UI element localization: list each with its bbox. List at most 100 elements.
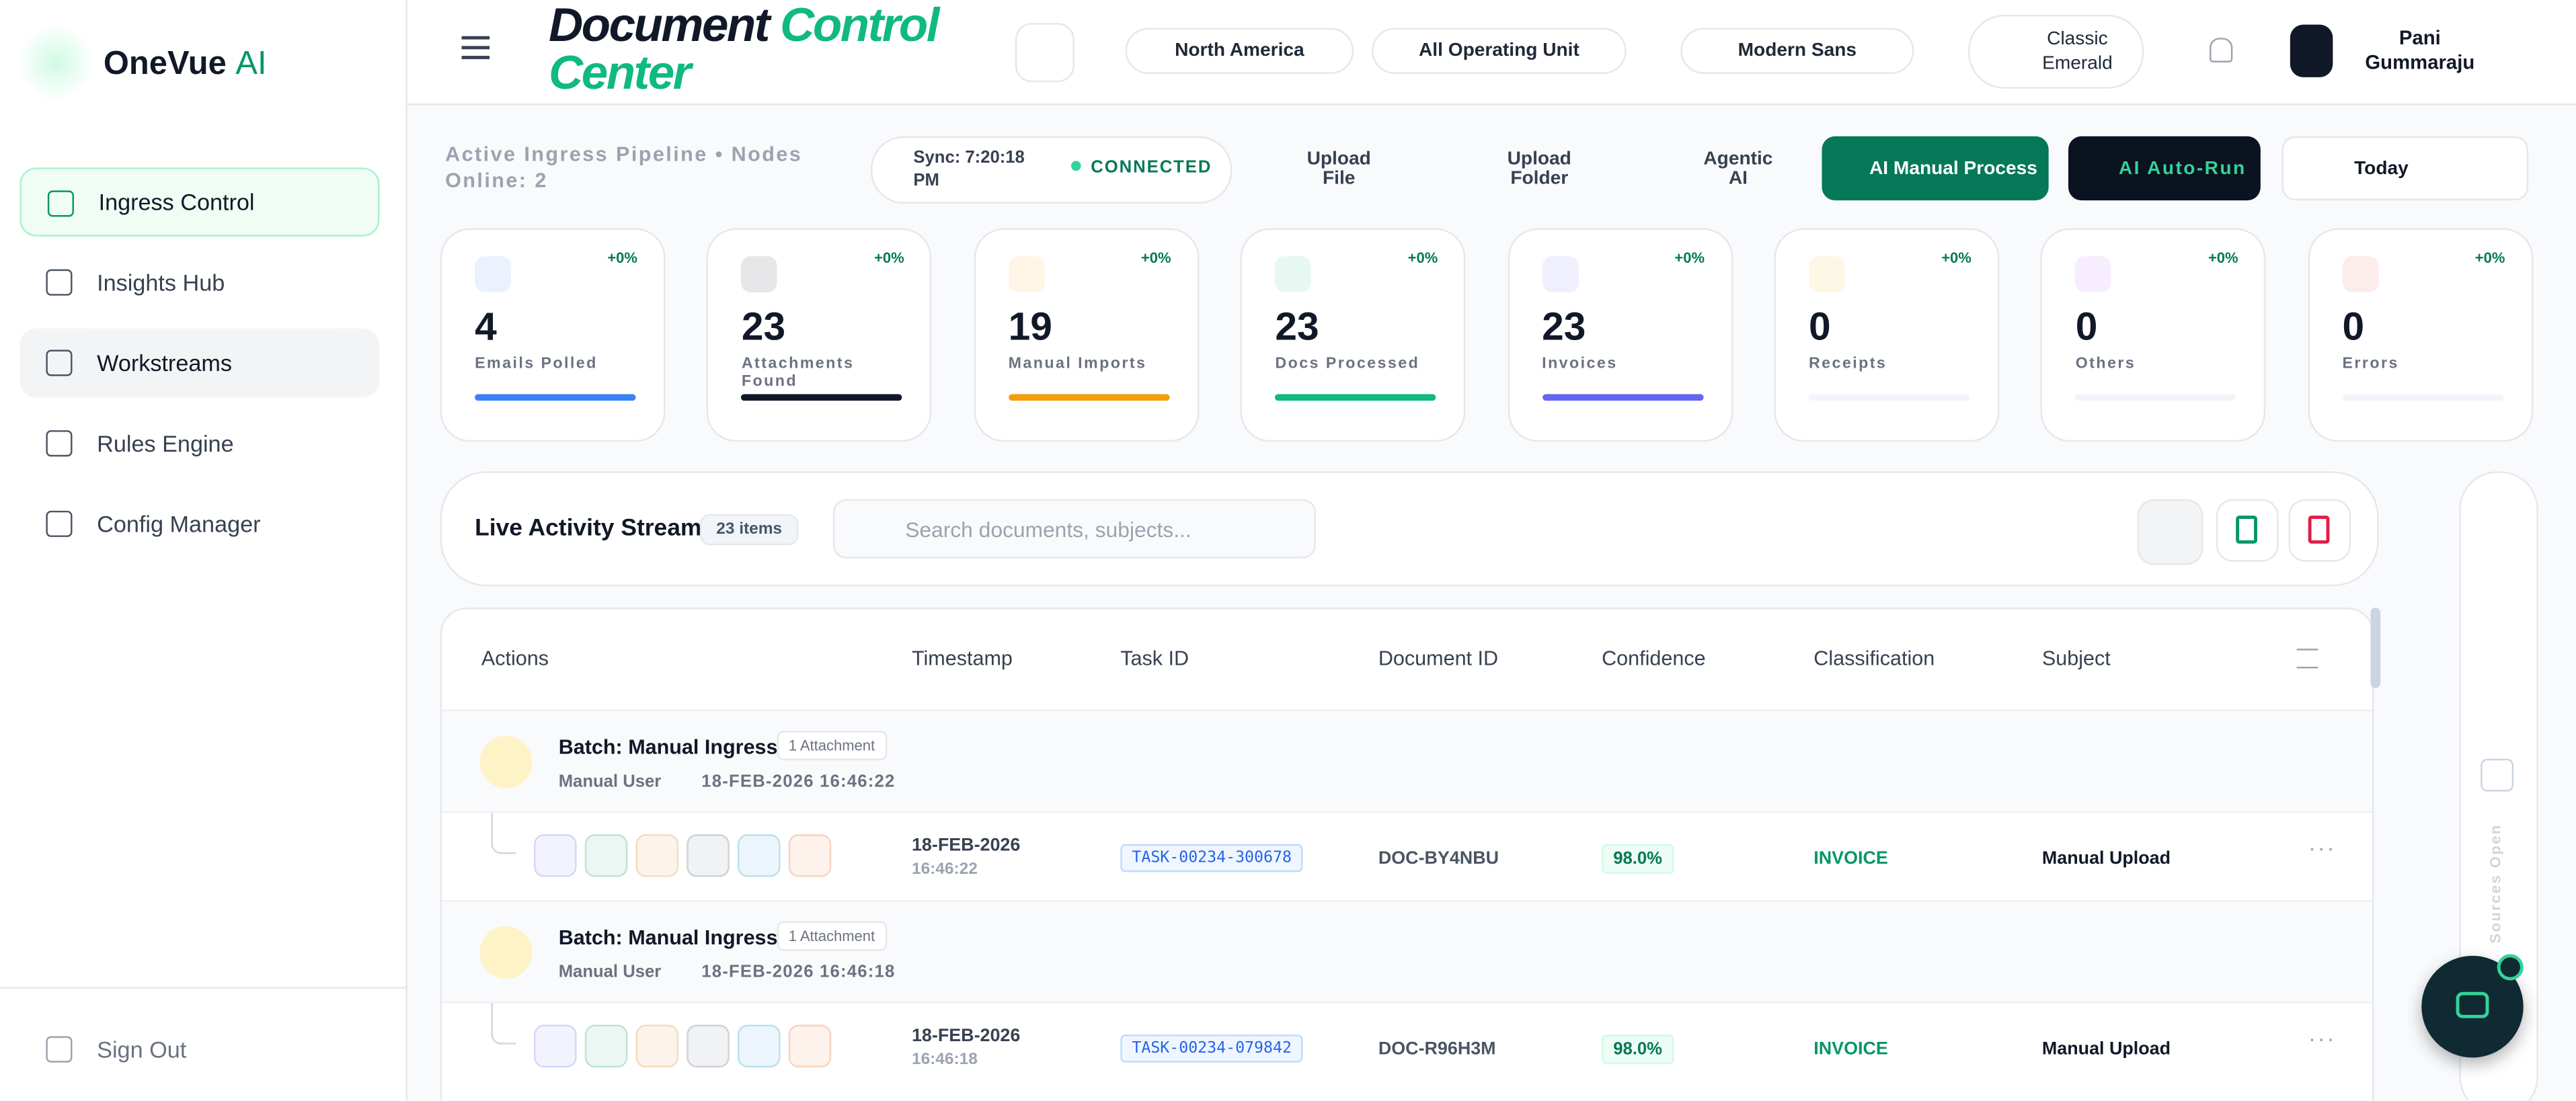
font-select[interactable]: Modern Sans (1680, 28, 1914, 74)
stat-card: +0% 0 Errors (2308, 228, 2533, 442)
column-header: Task ID (1120, 647, 1189, 670)
row-action[interactable] (635, 1024, 679, 1068)
stat-card: +0% 19 Manual Imports (974, 228, 1200, 442)
stat-label: Receipts (1808, 354, 1887, 373)
stat-label: Docs Processed (1275, 354, 1420, 373)
stat-value: 23 (741, 305, 786, 350)
row-action[interactable] (534, 1024, 577, 1068)
row-action[interactable] (788, 1024, 832, 1068)
column-settings[interactable] (2296, 649, 2318, 669)
table: Actions Timestamp Task ID Document ID Confid… (440, 607, 2374, 1100)
nav-item[interactable]: Rules Engine (19, 409, 379, 478)
stat-value: 0 (2075, 305, 2098, 350)
nav-item[interactable]: Ingress Control (19, 167, 380, 237)
column-header: Confidence (1602, 647, 1706, 670)
stat-value: 0 (1808, 305, 1831, 350)
stat-bar (741, 394, 903, 401)
stat-trend: +0% (607, 249, 637, 266)
tree-line (491, 813, 516, 854)
stat-trend: +0% (1941, 249, 1972, 266)
stat-card: +0% 23 Docs Processed (1241, 228, 1466, 442)
upload-folder[interactable]: Upload Folder (1507, 149, 1571, 188)
ai-manual[interactable]: AI Manual Process (1822, 136, 2049, 201)
refresh[interactable] (2137, 499, 2203, 565)
nav-label: Workstreams (97, 350, 232, 376)
region-select[interactable]: North America (1125, 28, 1354, 74)
stat-label: Attachments Found (741, 354, 855, 391)
column-header: Timestamp (911, 647, 1013, 670)
task-id[interactable]: TASK-00234-300678 (1120, 844, 1304, 872)
assistant[interactable] (2421, 954, 2524, 1058)
ai-auto-run[interactable]: AI Auto-Run (2068, 136, 2261, 201)
activity-title: Live Activity Stream (475, 516, 702, 542)
row-time: 16:46:18 (911, 1051, 978, 1069)
row-action[interactable] (635, 834, 679, 877)
search-input[interactable]: Search documents, subjects... (832, 499, 1317, 559)
nav-item[interactable]: Workstreams (19, 328, 380, 398)
row-action[interactable] (687, 834, 730, 877)
tree-line (491, 1003, 516, 1045)
stat-card: +0% 0 Receipts (1774, 228, 2000, 442)
stat-value: 4 (475, 305, 497, 350)
document-id: DOC-R96H3M (1378, 1039, 1496, 1059)
task-row: 18-FEB-2026 16:46:22 TASK-00234-300678 DOC-… (442, 811, 2372, 902)
title-accent: Control Center (549, 0, 939, 101)
stat-bar-fill (741, 394, 903, 401)
row-action[interactable] (737, 1024, 781, 1068)
stat-icon (475, 256, 511, 292)
stat-card: +0% 4 Emails Polled (440, 228, 666, 442)
brand: OneVue AI (104, 46, 267, 83)
row-action[interactable] (584, 1024, 628, 1068)
batch-icon (479, 735, 533, 788)
row-action[interactable] (687, 1024, 730, 1068)
brand-name: OneVue (103, 46, 227, 83)
export-excel[interactable] (2216, 499, 2279, 562)
pipeline-status: Active Ingress Pipeline • Nodes Online: … (445, 142, 803, 192)
row-action[interactable] (788, 834, 832, 877)
stat-trend: +0% (1140, 249, 1171, 266)
title: Document (549, 0, 770, 53)
top-bar: Document Control Center North America Al… (407, 0, 2576, 106)
scrollbar (2370, 607, 2381, 688)
logo (16, 23, 95, 102)
row-menu[interactable]: ··· (2308, 834, 2337, 861)
classification: INVOICE (1813, 1039, 1888, 1059)
user-name[interactable]: Pani Gummaraju (2365, 26, 2475, 74)
menu[interactable] (461, 36, 490, 40)
batch-user: Manual User (558, 962, 662, 983)
row-menu[interactable]: ··· (2308, 1024, 2337, 1051)
subject: Manual Upload (2041, 1039, 2171, 1059)
row-action[interactable] (737, 834, 781, 877)
row-action[interactable] (584, 834, 628, 877)
nav-item[interactable]: Insights Hub (19, 248, 379, 317)
stat-bar-fill (1008, 394, 1170, 401)
column-header: Document ID (1378, 647, 1499, 670)
sign-out[interactable]: Sign Out (19, 1015, 379, 1084)
stat-bar (1808, 394, 1970, 401)
date-select[interactable]: Today (2281, 136, 2529, 201)
upload-file[interactable]: Upload File (1306, 149, 1371, 188)
stat-label: Emails Polled (475, 354, 598, 373)
row-date: 18-FEB-2026 (911, 835, 1021, 856)
stat-icon (1008, 256, 1045, 292)
stat-value: 23 (1275, 305, 1319, 350)
stat-value: 23 (1542, 305, 1586, 350)
confidence: 98.0% (1602, 1034, 1674, 1065)
item-count: 23 items (699, 514, 799, 546)
stat-icon (1542, 256, 1578, 292)
theme-select[interactable]: Classic Emerald (1967, 14, 2144, 89)
agentic-ai[interactable]: Agentic AI (1703, 149, 1773, 188)
sign-out-label: Sign Out (97, 1036, 187, 1063)
bell[interactable] (2210, 38, 2233, 63)
row-action[interactable] (534, 834, 577, 877)
stat-card: +0% 23 Invoices (1507, 228, 1733, 442)
nav-label: Ingress Control (98, 188, 255, 216)
task-id[interactable]: TASK-00234-079842 (1120, 1034, 1304, 1063)
theme-toggle[interactable] (1015, 23, 1075, 83)
export-pdf[interactable] (2288, 499, 2351, 562)
unit-select[interactable]: All Operating Unit (1372, 28, 1627, 74)
nav-item[interactable]: Config Manager (19, 489, 379, 559)
batch-row: Batch: Manual Ingress 1 Attachment Manual … (442, 709, 2372, 813)
stat-icon (1275, 256, 1312, 292)
